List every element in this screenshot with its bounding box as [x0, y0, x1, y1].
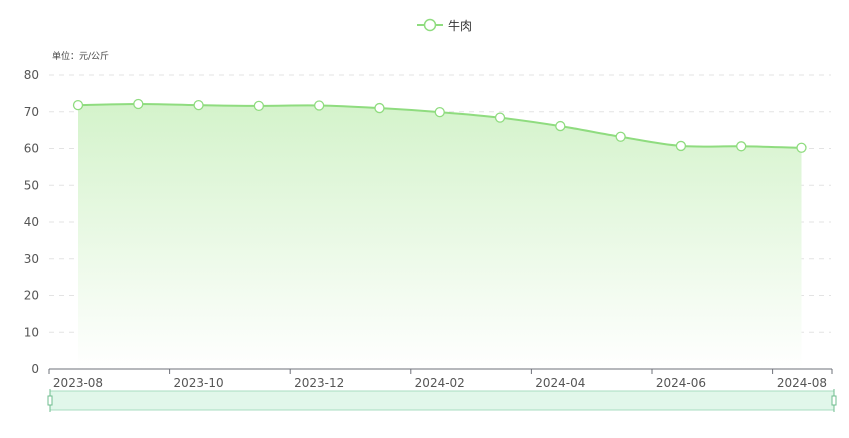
zoom-selection[interactable]	[49, 390, 835, 411]
data-point-2023-09[interactable]	[133, 98, 144, 110]
y-tick-label-70: 70	[24, 105, 39, 119]
x-tick-label-2023-08: 2023-08	[53, 376, 103, 390]
y-axis-labels: 0 10 20 30 40 50 60 70 80	[24, 68, 39, 376]
data-point-2024-08[interactable]	[796, 142, 807, 153]
data-point-2023-08[interactable]	[72, 99, 84, 111]
y-tick-label-30: 30	[24, 252, 39, 266]
data-zoom-slider[interactable]	[47, 389, 837, 412]
data-point-2024-01[interactable]	[374, 102, 385, 114]
data-point-2024-07[interactable]	[736, 141, 747, 152]
y-tick-label-40: 40	[24, 215, 39, 229]
y-tick-label-60: 60	[24, 142, 39, 156]
data-point-2024-06[interactable]	[675, 140, 687, 152]
area-layer	[78, 104, 802, 369]
series-area-牛肉	[78, 104, 802, 369]
unit-label: 单位：元/公斤	[52, 50, 109, 62]
data-point-2024-04[interactable]	[555, 120, 566, 132]
data-point-2023-11[interactable]	[253, 100, 265, 112]
x-tick-label-2024-02: 2024-02	[415, 376, 465, 390]
legend-circle-icon	[423, 18, 437, 32]
y-tick-label-80: 80	[24, 68, 39, 82]
legend-label: 牛肉	[448, 18, 472, 33]
x-tick-label-2024-08: 2024-08	[777, 376, 827, 390]
data-point-2023-12[interactable]	[314, 100, 325, 111]
x-tick-label-2024-04: 2024-04	[535, 376, 585, 390]
x-tick-label-2023-12: 2023-12	[294, 376, 344, 390]
y-tick-label-10: 10	[24, 325, 39, 339]
zoom-handle-right[interactable]	[831, 389, 837, 412]
x-tick-label-2023-10: 2023-10	[174, 376, 224, 390]
zoom-handle-grip-icon	[47, 395, 53, 406]
zoom-handle-left[interactable]	[47, 389, 53, 412]
data-point-2023-10[interactable]	[193, 99, 204, 111]
legend[interactable]: 牛肉	[417, 18, 472, 33]
data-point-2024-03[interactable]	[494, 112, 506, 123]
y-tick-label-50: 50	[24, 178, 39, 192]
y-tick-label-20: 20	[24, 289, 39, 303]
data-point-2024-02[interactable]	[434, 106, 445, 118]
zoom-handle-grip-icon	[831, 395, 837, 406]
x-tick-label-2024-06: 2024-06	[656, 376, 706, 390]
data-point-2024-05[interactable]	[615, 131, 626, 142]
points-layer	[72, 98, 807, 153]
x-axis: 2023-08 2023-10 2023-12 2024-02 2024-04 2024-…	[48, 368, 833, 390]
y-tick-label-0: 0	[31, 362, 39, 376]
